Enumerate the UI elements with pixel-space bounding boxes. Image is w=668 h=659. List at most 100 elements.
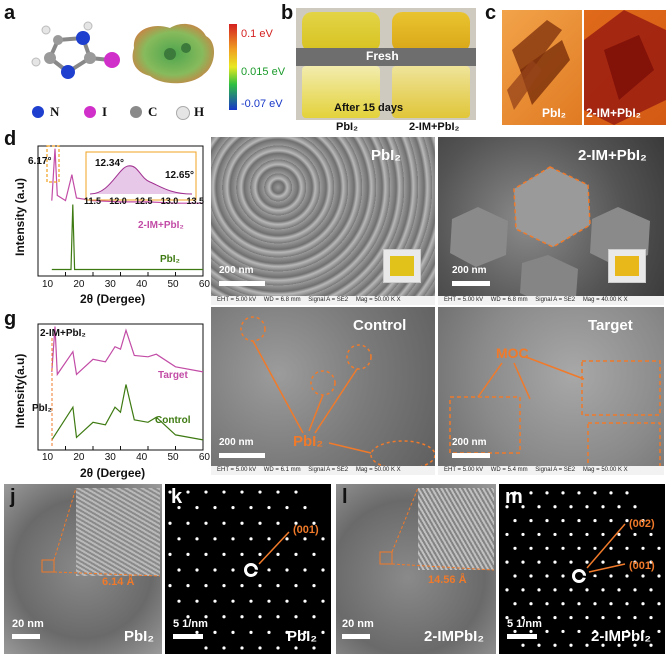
plot-frame [37,323,204,451]
sem-image-h: Control PbI₂ 200 nm EHT = 5.00 kV WD = 6… [211,307,435,475]
diffraction-spot [285,599,289,603]
diffraction-spot [625,546,629,550]
e-info-wd: WD = 6.8 mm [263,297,301,303]
diffraction-spot [521,505,525,509]
e-info-mag: Mag = 50.00 K X [355,297,401,303]
diffraction-spot [641,602,645,606]
diffraction-spot [537,505,541,509]
diffraction-spot [601,560,605,564]
diffraction-spot [657,546,661,550]
d-series-bot-label: PbI₂ [160,254,180,265]
diffraction-spot [513,546,517,550]
diffraction-spot [521,643,525,647]
i-scale-label: 200 nm [452,437,487,448]
diffraction-spot [213,599,217,603]
pbi2-crystals-drawing [507,20,570,110]
diffraction-spot [240,583,244,588]
diffraction-spot [312,615,316,619]
diffraction-spot [593,518,597,523]
d-xtick: 50 [167,279,179,290]
h-title: Control [353,317,407,334]
m-label: 2-IMPbI₂ [591,628,651,645]
beam-stop-rod [250,569,312,579]
d-inset-curve [89,165,193,195]
diffraction-spot [577,518,581,523]
j-inset-lines [41,487,161,577]
diffraction-spot [593,629,597,634]
diffraction-spot [553,643,557,647]
diffraction-spot [601,643,605,647]
diffraction-spot [294,552,298,557]
series-line-2 [51,384,204,441]
diffraction-spot [649,588,653,592]
l-inset-lines [379,487,495,571]
d-inset-tick: 11.5 [84,196,102,206]
diffraction-spot [195,568,199,572]
diffraction-spot [294,583,298,588]
legend-n: N [50,104,60,119]
diffraction-spot [321,537,325,541]
diffraction-spot [577,491,581,495]
panel-a-letter: a [4,2,16,24]
l-scalebar [342,634,370,639]
diffraction-spot [521,588,525,592]
diffraction-spot [285,506,289,510]
diffraction-spot [609,629,613,634]
diffraction-spot [625,602,629,606]
g-xlabel: 2θ (Dergee) [80,466,146,480]
diffraction-spot [545,574,549,578]
diffraction-spot [213,537,217,541]
d-xtick: 60 [198,279,210,290]
iodine-ball-icon [84,106,96,118]
diffraction-spot [553,560,557,564]
diffraction-spot [545,602,549,606]
i-info-eht: EHT = 5.00 kV [444,467,484,473]
k-diffraction-spots [168,490,325,650]
panel-j-letter: j [10,486,16,508]
diffraction-spot [249,599,253,603]
diffraction-spot [240,552,244,557]
diffraction-spot [609,546,613,550]
diffraction-spot [617,643,621,647]
diffraction-spot [321,630,325,634]
diffraction-spot [569,643,573,647]
atom-legend: N I C H [32,104,232,120]
diffraction-spot [513,491,517,495]
f-scale-label: 200 nm [452,265,487,276]
diffraction-spot [177,537,181,541]
m-scalebar [507,634,537,639]
vials-photo: Fresh After 15 days [296,8,476,120]
diffraction-spot [222,521,226,525]
diffraction-spot [513,518,517,523]
diffraction-spot [609,491,613,495]
colorbar-max: 0.1 eV [241,28,273,40]
diffraction-spot [204,583,208,588]
diffraction-spot [633,643,637,647]
diffraction-spot [569,505,573,509]
diffraction-spot [195,506,199,510]
l-lattice-inset [418,488,494,570]
vial-fresh-right [392,12,470,52]
series-line-1 [51,326,204,377]
diffraction-spot [312,583,316,588]
d-inset-tick: 13.0 [160,196,179,206]
vial-right-caption: 2-IM+PbI₂ [409,121,460,133]
diffraction-spot [258,552,262,557]
diffraction-spot [204,490,208,494]
sem-image-e: PbI₂ 200 nm EHT = 5.00 kV WD = 6.8 mm Si… [211,137,435,305]
tem-image-j: j 6.14 Å 20 nm PbI₂ [4,484,162,654]
diffraction-spot [577,602,581,606]
diffraction-spot [537,643,541,647]
i-moc-label: MOC [496,345,529,361]
diffraction-spot [294,521,298,525]
diffraction-spot [633,532,637,537]
m-scale-label: 5 1/nm [507,618,542,630]
diffraction-spot [585,532,589,537]
diffraction-spot [168,490,172,494]
diffraction-spot [240,521,244,525]
fresh-label: Fresh [366,49,399,63]
diffraction-spot [545,518,549,523]
diffraction-spot [649,615,653,620]
d-xtick: 10 [42,279,54,290]
vial-aged-left [302,66,380,118]
